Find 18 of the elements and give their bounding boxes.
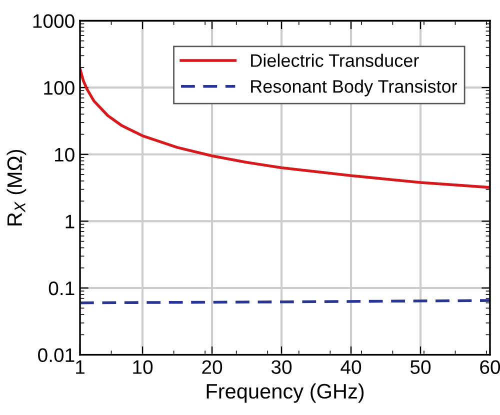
y-tick-label: 1 — [66, 214, 74, 228]
y-tick-label: 0.01 — [38, 348, 74, 362]
x-axis-title: Frequency (GHz) — [206, 383, 364, 403]
x-tick-label: 1 — [76, 360, 84, 374]
x-tick-label: 30 — [271, 360, 292, 374]
legend-label: Resonant Body Transistor — [251, 80, 458, 96]
x-tick-label: 50 — [410, 360, 431, 374]
legend-label: Dielectric Transducer — [251, 54, 419, 67]
y-tick-label: 0.1 — [48, 281, 74, 296]
x-tick-label: 20 — [202, 360, 222, 374]
y-tick-label: 1000 — [33, 14, 74, 28]
x-tick-label: 60 — [480, 360, 500, 374]
line-series — [80, 68, 490, 189]
y-tick-label: 100 — [44, 81, 74, 95]
y-axis-title: R$_{X}$ (MΩ) — [6, 150, 26, 226]
x-tick-label: 40 — [340, 360, 362, 374]
y-tick-label: 10 — [54, 148, 74, 162]
x-tick-label: 10 — [133, 360, 153, 374]
